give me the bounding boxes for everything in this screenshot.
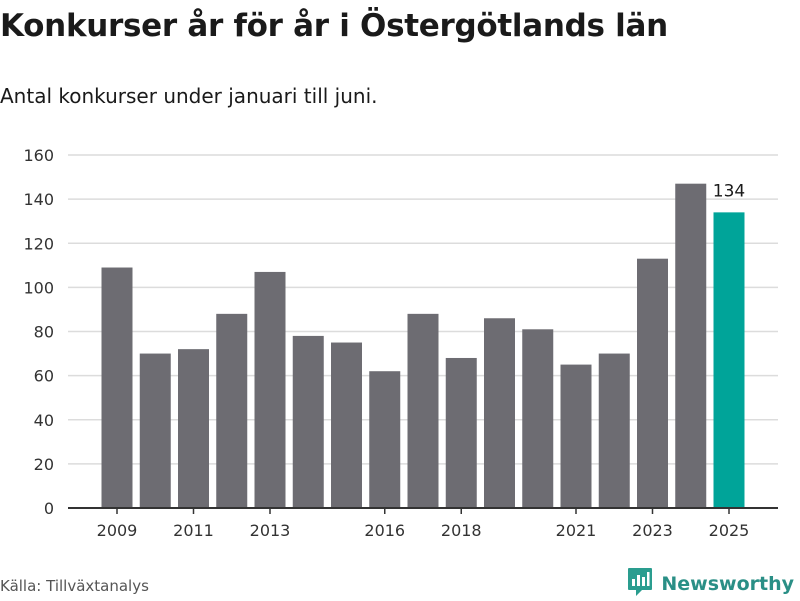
- bar-2016: [369, 371, 401, 508]
- chart-subtitle: Antal konkurser under januari till juni.: [0, 84, 378, 108]
- bar-2020: [522, 329, 554, 508]
- y-tick-label: 80: [34, 323, 54, 342]
- x-tick-label: 2009: [97, 521, 138, 540]
- y-tick-label: 100: [23, 278, 54, 297]
- x-axis-ticks: 2009 2011 2013 2016 2018 2021 2023 2025: [97, 508, 750, 540]
- bar-2021: [560, 364, 592, 508]
- x-tick-label: 2021: [556, 521, 597, 540]
- y-tick-label: 160: [23, 146, 54, 165]
- data-label: 134: [713, 181, 745, 201]
- y-tick-label: 40: [34, 411, 54, 430]
- chart-title: Konkurser år för år i Östergötlands län: [0, 8, 668, 44]
- x-tick-label: 2011: [173, 521, 214, 540]
- bar-2015: [331, 342, 362, 508]
- brand-logo[interactable]: Newsworthy: [627, 568, 794, 600]
- bar-2014: [292, 335, 324, 508]
- bar-2013: [254, 271, 286, 508]
- y-tick-label: 120: [23, 234, 54, 253]
- bars: [101, 183, 745, 509]
- bar-2017: [407, 313, 439, 508]
- y-axis-ticks: 0 20 40 60 80 100 120 140 160: [23, 146, 54, 518]
- source-note: Källa: Tillväxtanalys: [0, 577, 149, 595]
- y-tick-label: 0: [44, 499, 54, 518]
- data-labels: 134: [713, 181, 745, 201]
- bar-2025: [713, 212, 745, 509]
- y-tick-label: 20: [34, 455, 54, 474]
- x-tick-label: 2018: [441, 521, 482, 540]
- bar-2011: [178, 349, 209, 508]
- bar-2018: [445, 357, 477, 508]
- bar-2022: [598, 353, 630, 508]
- bar-2010: [139, 353, 171, 508]
- y-tick-label: 60: [34, 367, 54, 386]
- bar-2019: [484, 318, 515, 508]
- x-tick-label: 2025: [709, 521, 750, 540]
- bar-2009: [101, 267, 133, 508]
- bar-2024: [675, 183, 707, 508]
- newsworthy-logo-icon: [627, 567, 653, 601]
- brand-name: Newsworthy: [661, 573, 794, 595]
- bar-2023: [637, 258, 668, 508]
- x-tick-label: 2013: [250, 521, 291, 540]
- x-tick-label: 2023: [632, 521, 673, 540]
- y-tick-label: 140: [23, 190, 54, 209]
- x-tick-label: 2016: [364, 521, 405, 540]
- bar-2012: [216, 313, 248, 508]
